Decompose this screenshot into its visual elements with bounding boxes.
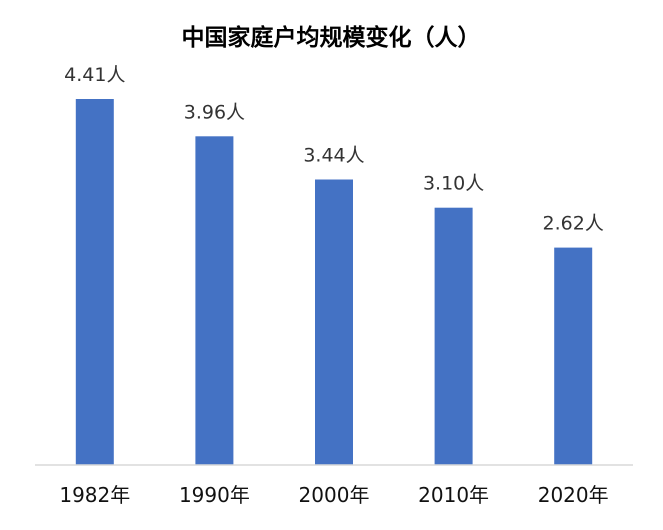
bar-0 <box>75 99 114 465</box>
bars-layer <box>75 99 593 466</box>
x-tick-label-0: 1982年 <box>59 483 130 507</box>
x-tick-label-1: 1990年 <box>179 483 250 507</box>
bar-3 <box>434 207 473 465</box>
data-label-1: 3.96人 <box>184 101 245 123</box>
data-label-3: 3.10人 <box>423 173 484 195</box>
bar-4 <box>554 247 593 465</box>
chart-title: 中国家庭户均规模变化（人） <box>182 24 481 51</box>
x-tick-label-2: 2000年 <box>299 483 370 507</box>
data-label-0: 4.41人 <box>64 64 125 86</box>
bar-2 <box>315 179 353 465</box>
x-tick-labels-layer: 1982年 1990年 2000年 2010年 2020年 <box>59 483 608 507</box>
bar-1 <box>195 136 234 466</box>
x-tick-label-3: 2010年 <box>418 483 489 507</box>
data-labels-layer: 4.41人 3.96人 3.44人 3.10人 2.62人 <box>64 64 604 235</box>
data-label-2: 3.44人 <box>303 145 364 167</box>
x-tick-label-4: 2020年 <box>538 483 609 507</box>
data-label-4: 2.62人 <box>543 213 604 235</box>
